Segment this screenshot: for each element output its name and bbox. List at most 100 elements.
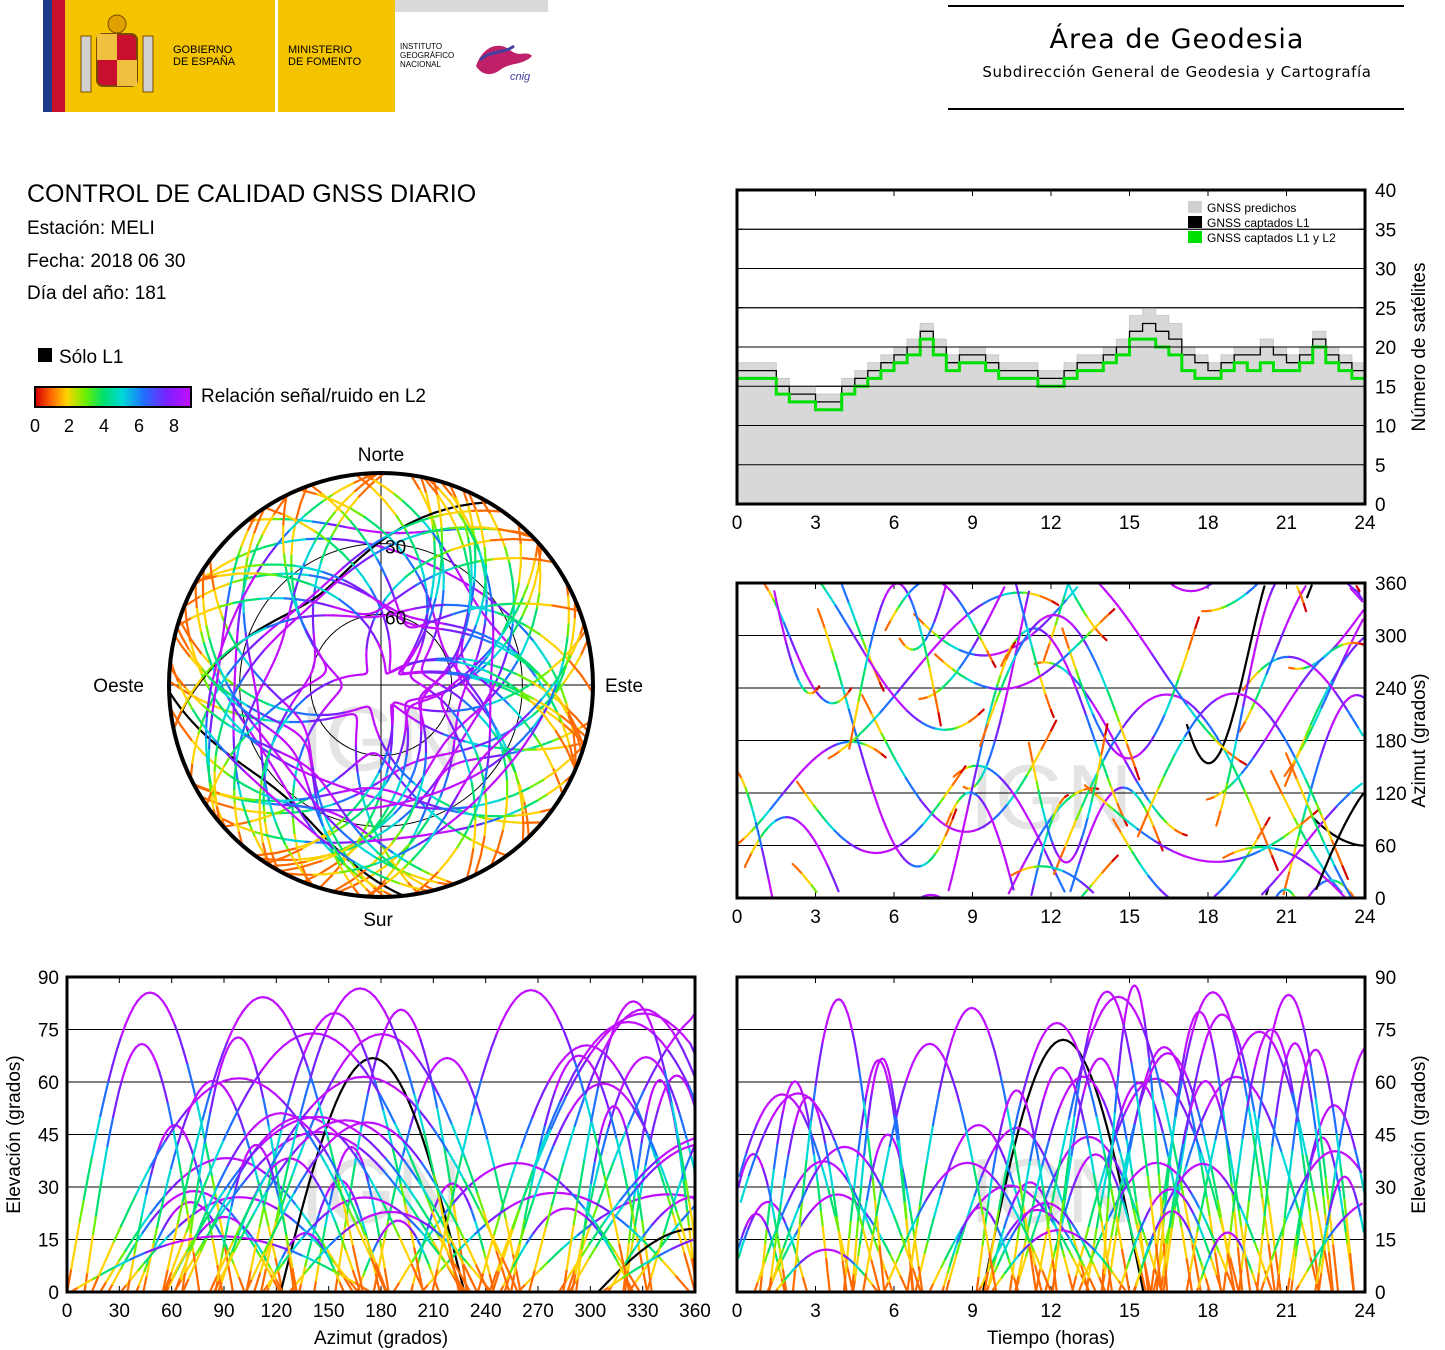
satellite-track	[1316, 706, 1323, 718]
satellite-track	[1330, 804, 1339, 813]
satellite-track	[438, 785, 446, 799]
satellite-track	[756, 830, 762, 842]
satellite-track	[1142, 698, 1151, 706]
satellite-track	[1303, 860, 1312, 867]
satellite-track	[978, 733, 986, 748]
satellite-track	[1262, 708, 1271, 717]
satellite-track	[1346, 647, 1355, 657]
satellite-track	[1256, 744, 1263, 753]
satellite-track	[796, 867, 804, 875]
satellite-track	[1248, 801, 1257, 817]
satellite-track	[260, 801, 271, 805]
satellite-track	[850, 735, 859, 743]
satellite-track	[985, 612, 993, 624]
satellite-track	[1041, 807, 1046, 818]
satellite-track	[1184, 647, 1190, 661]
satellite-track	[1086, 885, 1095, 894]
sky-label-south: Sur	[363, 910, 393, 931]
satellite-track	[644, 1194, 655, 1199]
satellite-track	[1009, 871, 1018, 877]
y-axis-label: Elevación (grados)	[4, 1055, 25, 1213]
x-tick-label: 6	[889, 907, 900, 928]
satellite-track	[827, 638, 833, 652]
satellite-track	[1072, 680, 1078, 692]
satellite-track	[206, 564, 223, 577]
satellite-track	[323, 808, 338, 812]
satellite-track	[1006, 796, 1014, 806]
satellite-track	[1047, 829, 1052, 839]
satellite-track	[1177, 668, 1183, 681]
legend-swatch	[1188, 231, 1202, 243]
satellite-track	[290, 568, 294, 586]
satellite-track	[823, 627, 830, 641]
satellite-track	[283, 837, 296, 842]
satellite-track	[431, 570, 436, 587]
satellite-track	[1041, 685, 1047, 697]
satellite-track	[1246, 671, 1252, 685]
satellite-track	[220, 557, 237, 568]
satellite-track	[930, 807, 938, 815]
satellite-track	[872, 666, 880, 677]
satellite-track	[1021, 857, 1028, 868]
satellite-track	[1149, 734, 1156, 743]
satellite-track	[1255, 631, 1261, 644]
satellite-track	[1319, 746, 1325, 758]
satellite-track	[775, 599, 780, 612]
satellite-track	[1257, 703, 1266, 711]
satellite-track	[1059, 882, 1066, 893]
satellite-track	[314, 826, 322, 834]
satellite-track	[424, 752, 428, 766]
satellite-track	[886, 687, 895, 696]
satellite-track	[1315, 802, 1323, 817]
satellite-track	[1320, 697, 1327, 709]
satellite-track	[904, 776, 912, 787]
satellite-track	[1017, 627, 1023, 642]
satellite-track	[439, 510, 443, 530]
satellite-track	[1349, 891, 1355, 898]
satellite-track	[1322, 842, 1331, 857]
l1-only-swatch	[38, 348, 52, 362]
satellite-track	[1292, 601, 1298, 610]
snr-label: Relación señal/ruido en L2	[201, 386, 426, 407]
satellite-track	[1127, 618, 1136, 630]
satellite-track	[294, 502, 302, 522]
satellite-track	[861, 694, 869, 706]
satellite-track	[491, 647, 494, 659]
satellite-track	[1275, 871, 1284, 880]
satellite-track	[1194, 616, 1201, 630]
satellite-track	[839, 745, 848, 753]
satellite-track	[282, 509, 286, 526]
satellite-track	[875, 673, 882, 685]
satellite-track	[1265, 882, 1274, 891]
satellite-track	[820, 582, 828, 592]
satellite-track	[1178, 734, 1187, 747]
satellite-track	[540, 740, 553, 747]
gobierno-logo: GOBIERNO DE ESPAÑA	[65, 0, 275, 112]
satellite-track	[207, 771, 211, 783]
y-tick-label: 90	[38, 968, 59, 989]
satellite-track	[914, 791, 922, 802]
legend-label: GNSS predichos	[1207, 201, 1296, 215]
satellite-track	[921, 636, 926, 649]
satellite-track	[859, 677, 865, 691]
satellite-track	[1098, 670, 1105, 682]
satellite-track	[1283, 768, 1290, 778]
satellite-track	[1157, 774, 1166, 789]
x-tick-label: 18	[1197, 513, 1218, 534]
satellite-track	[1081, 705, 1088, 717]
satellite-track	[1064, 793, 1070, 798]
satellite-track	[1105, 726, 1113, 736]
satellite-track	[292, 771, 298, 788]
satellite-track	[490, 537, 515, 542]
satellite-track	[1252, 699, 1260, 706]
satellite-track	[1205, 701, 1213, 709]
y-tick-label: 0	[1375, 495, 1386, 516]
x-tick-label: 210	[417, 1301, 449, 1322]
satellite-track	[1040, 841, 1046, 854]
satellite-track	[227, 585, 232, 596]
satellite-track	[1317, 829, 1326, 845]
flag-strip-red	[52, 0, 65, 112]
satellite-track	[769, 885, 774, 898]
satellite-track	[419, 806, 434, 810]
satellite-track	[1027, 741, 1032, 754]
